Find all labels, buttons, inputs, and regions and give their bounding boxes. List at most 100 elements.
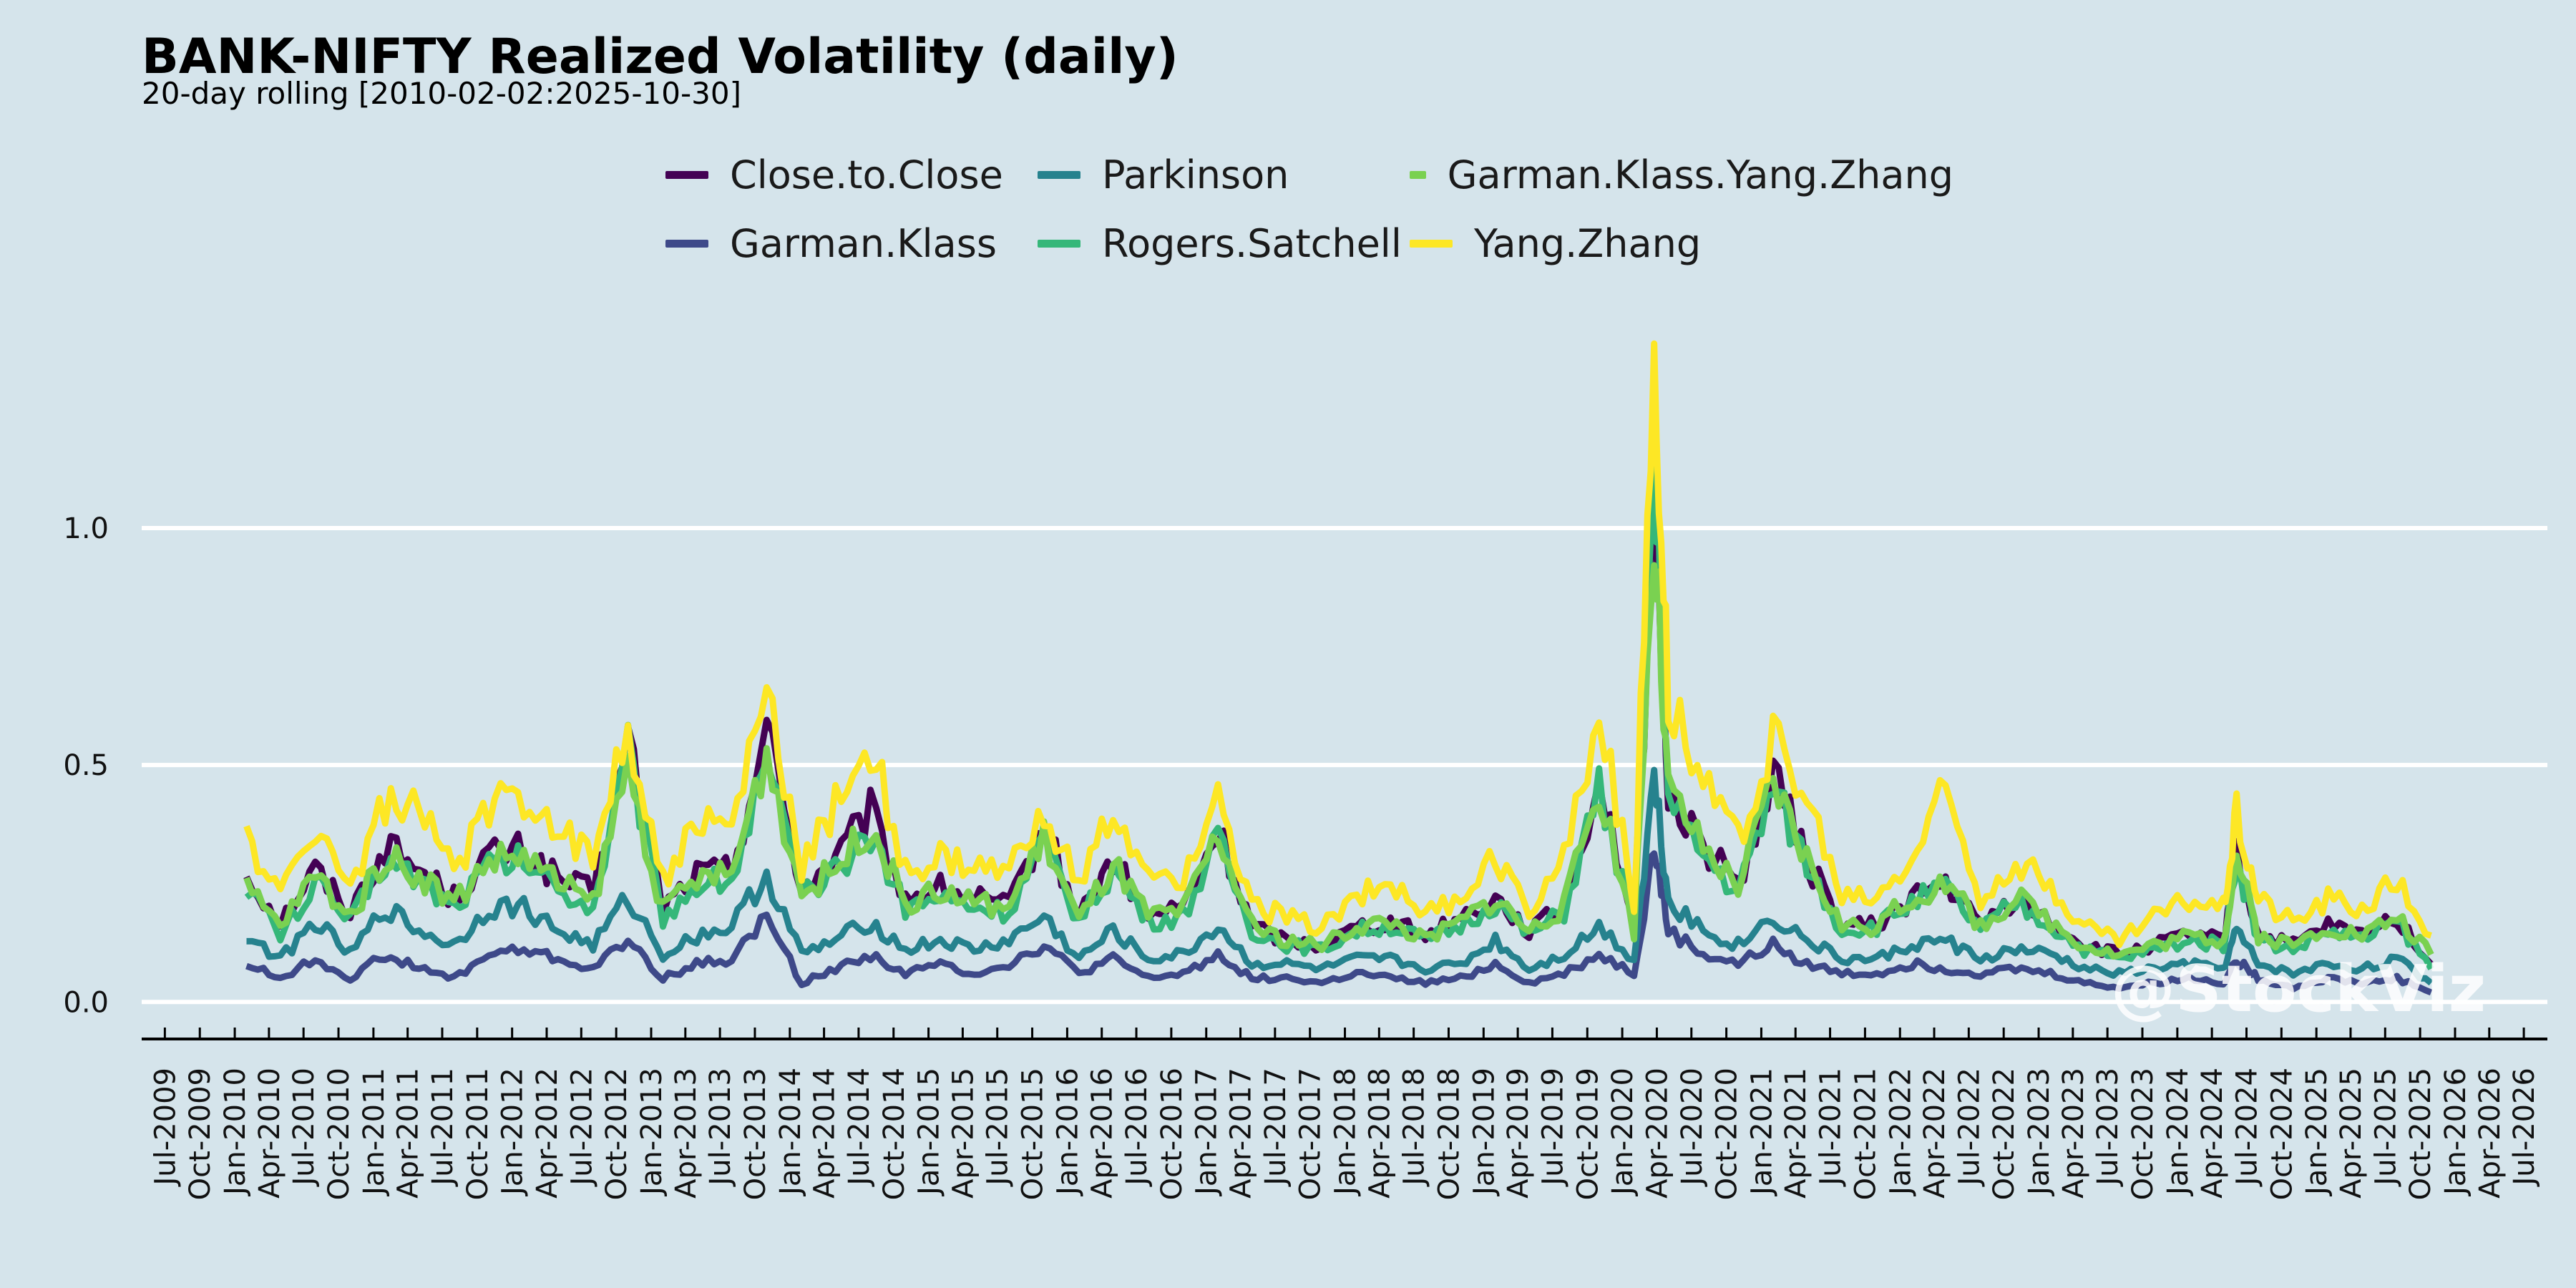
x-tick-label: Jan-2012 xyxy=(497,1068,530,1197)
series-lines xyxy=(243,340,2434,996)
x-tick-label: Apr-2014 xyxy=(809,1068,841,1199)
x-tick-label: Jan-2025 xyxy=(2301,1068,2333,1197)
x-tick-label: Apr-2011 xyxy=(392,1068,425,1199)
x-tick-label: Oct-2022 xyxy=(1988,1068,2021,1200)
watermark: @StockViz xyxy=(2111,952,2487,1027)
x-tick-label: Oct-2021 xyxy=(1849,1068,1882,1200)
legend-label: Parkinson xyxy=(1102,152,1289,197)
x-tick-label: Jul-2022 xyxy=(1953,1068,1986,1188)
x-tick-label: Oct-2013 xyxy=(739,1068,772,1200)
x-tick-label: Apr-2021 xyxy=(1780,1068,1813,1199)
series-line-parkinson xyxy=(246,766,2434,986)
y-tick-label: 0.0 xyxy=(63,986,109,1019)
legend-swatch xyxy=(1038,170,1080,179)
legend-label: Garman.Klass xyxy=(730,220,997,266)
x-tick-label: Jan-2026 xyxy=(2439,1068,2472,1197)
x-tick-label: Jan-2019 xyxy=(1468,1068,1501,1197)
x-tick-label: Jan-2015 xyxy=(913,1068,946,1197)
x-tick-label: Jul-2023 xyxy=(2092,1068,2124,1188)
legend-swatch xyxy=(665,239,708,248)
x-tick-label: Oct-2025 xyxy=(2404,1068,2437,1200)
series-line-garman-klass xyxy=(245,850,2433,996)
x-tick-label: Apr-2023 xyxy=(2057,1068,2090,1199)
series-line-garman-klass-yang-zhang xyxy=(243,562,2434,960)
x-tick-label: Jul-2017 xyxy=(1259,1068,1292,1188)
x-tick-label: Oct-2012 xyxy=(600,1068,633,1200)
chart-subtitle: 20-day rolling [2010-02-02:2025-10-30] xyxy=(142,76,741,111)
x-tick-label: Apr-2010 xyxy=(253,1068,286,1199)
x-tick-label: Jan-2024 xyxy=(2162,1068,2195,1197)
x-tick-label: Jul-2013 xyxy=(704,1068,737,1188)
legend-label: Close.to.Close xyxy=(730,152,1003,197)
x-tick-label: Jul-2014 xyxy=(843,1068,876,1188)
legend-label: Garman.Klass.Yang.Zhang xyxy=(1447,152,1953,197)
x-axis: Jul-2009 Oct-2009 Jan-2010 Apr-2010 Jul-2010… xyxy=(142,1028,2547,1200)
y-axis: 0.0 0.5 1.0 xyxy=(63,512,109,1019)
x-tick-label: Oct-2023 xyxy=(2127,1068,2160,1200)
x-tick-label: Oct-2019 xyxy=(1571,1068,1604,1200)
x-tick-label: Jul-2025 xyxy=(2369,1068,2402,1188)
x-tick-label: Jul-2010 xyxy=(288,1068,321,1188)
x-tick-label: Apr-2016 xyxy=(1086,1068,1119,1199)
y-tick-label: 1.0 xyxy=(63,512,109,545)
legend-swatch xyxy=(1038,239,1080,248)
x-tick-label: Jul-2011 xyxy=(426,1068,459,1188)
legend-item-yang-zhang: Yang.Zhang xyxy=(1410,209,1953,278)
x-tick-label: Jan-2016 xyxy=(1051,1068,1084,1197)
x-tick-label: Oct-2016 xyxy=(1156,1068,1189,1200)
x-tick-label: Jan-2017 xyxy=(1191,1068,1224,1197)
x-tick-label: Jan-2013 xyxy=(635,1068,668,1197)
x-tick-label: Apr-2012 xyxy=(531,1068,564,1199)
legend-swatch xyxy=(1410,170,1426,179)
x-tick-label: Jan-2011 xyxy=(358,1068,391,1197)
x-tick-label: Apr-2019 xyxy=(1502,1068,1535,1199)
x-tick-label: Jul-2012 xyxy=(565,1068,598,1188)
x-tick-label: Oct-2015 xyxy=(1017,1068,1050,1200)
x-tick-label: Jan-2018 xyxy=(1330,1068,1362,1197)
x-tick-label: Oct-2017 xyxy=(1294,1068,1327,1200)
x-tick-label: Apr-2017 xyxy=(1225,1068,1258,1199)
x-tick-label: Jan-2014 xyxy=(774,1068,807,1197)
x-tick-label: Apr-2020 xyxy=(1641,1068,1674,1199)
x-tick-label: Oct-2014 xyxy=(878,1068,911,1200)
x-tick-label: Jul-2018 xyxy=(1398,1068,1431,1188)
x-tick-label: Oct-2010 xyxy=(323,1068,356,1200)
x-tick-label: Jan-2010 xyxy=(219,1068,252,1197)
legend-swatch xyxy=(665,170,708,179)
legend-label: Yang.Zhang xyxy=(1474,220,1702,266)
legend-item-parkinson: Parkinson xyxy=(1038,140,1410,209)
x-tick-label: Jul-2021 xyxy=(1815,1068,1848,1188)
legend-item-garman-klass: Garman.Klass xyxy=(665,209,1038,278)
x-tick-label: Jul-2020 xyxy=(1676,1068,1709,1188)
x-tick-label: Jul-2016 xyxy=(1121,1068,1153,1188)
x-tick-label: Jul-2015 xyxy=(982,1068,1015,1188)
x-tick-label: Apr-2013 xyxy=(670,1068,703,1199)
legend-item-close-to-close: Close.to.Close xyxy=(665,140,1038,209)
series-line-yang-zhang xyxy=(243,340,2432,949)
legend-swatch xyxy=(1410,239,1453,248)
legend-item-garman-klass-yang-zhang: Garman.Klass.Yang.Zhang xyxy=(1410,140,1953,209)
x-tick-label: Jan-2023 xyxy=(2023,1068,2056,1197)
legend: Close.to.Close Parkinson Garman.Klass.Yang… xyxy=(665,140,1953,278)
x-tick-label: Oct-2018 xyxy=(1433,1068,1465,1200)
x-tick-label: Oct-2009 xyxy=(184,1068,217,1200)
x-tick-label: Jan-2022 xyxy=(1884,1068,1917,1197)
x-tick-label: Jan-2020 xyxy=(1606,1068,1639,1197)
legend-item-rogers-satchell: Rogers.Satchell xyxy=(1038,209,1410,278)
grid-lines xyxy=(142,526,2547,1005)
x-tick-label: Apr-2025 xyxy=(2335,1068,2368,1199)
x-tick-label: Oct-2020 xyxy=(1711,1068,1744,1200)
x-tick-label: Jul-2026 xyxy=(2508,1068,2541,1188)
x-tick-label: Apr-2015 xyxy=(947,1068,980,1199)
x-tick-label: Oct-2024 xyxy=(2265,1068,2298,1200)
x-tick-label: Apr-2024 xyxy=(2196,1068,2229,1199)
x-tick-label: Apr-2026 xyxy=(2474,1068,2507,1199)
x-tick-label: Jul-2019 xyxy=(1536,1068,1569,1188)
x-tick-label: Jan-2021 xyxy=(1745,1068,1778,1197)
x-tick-label: Apr-2018 xyxy=(1363,1068,1396,1199)
chart-title: BANK-NIFTY Realized Volatility (daily) xyxy=(142,29,1179,85)
x-tick-label: Oct-2011 xyxy=(462,1068,494,1200)
x-tick-label: Jul-2024 xyxy=(2230,1068,2263,1188)
x-tick-label: Jul-2009 xyxy=(149,1068,182,1188)
